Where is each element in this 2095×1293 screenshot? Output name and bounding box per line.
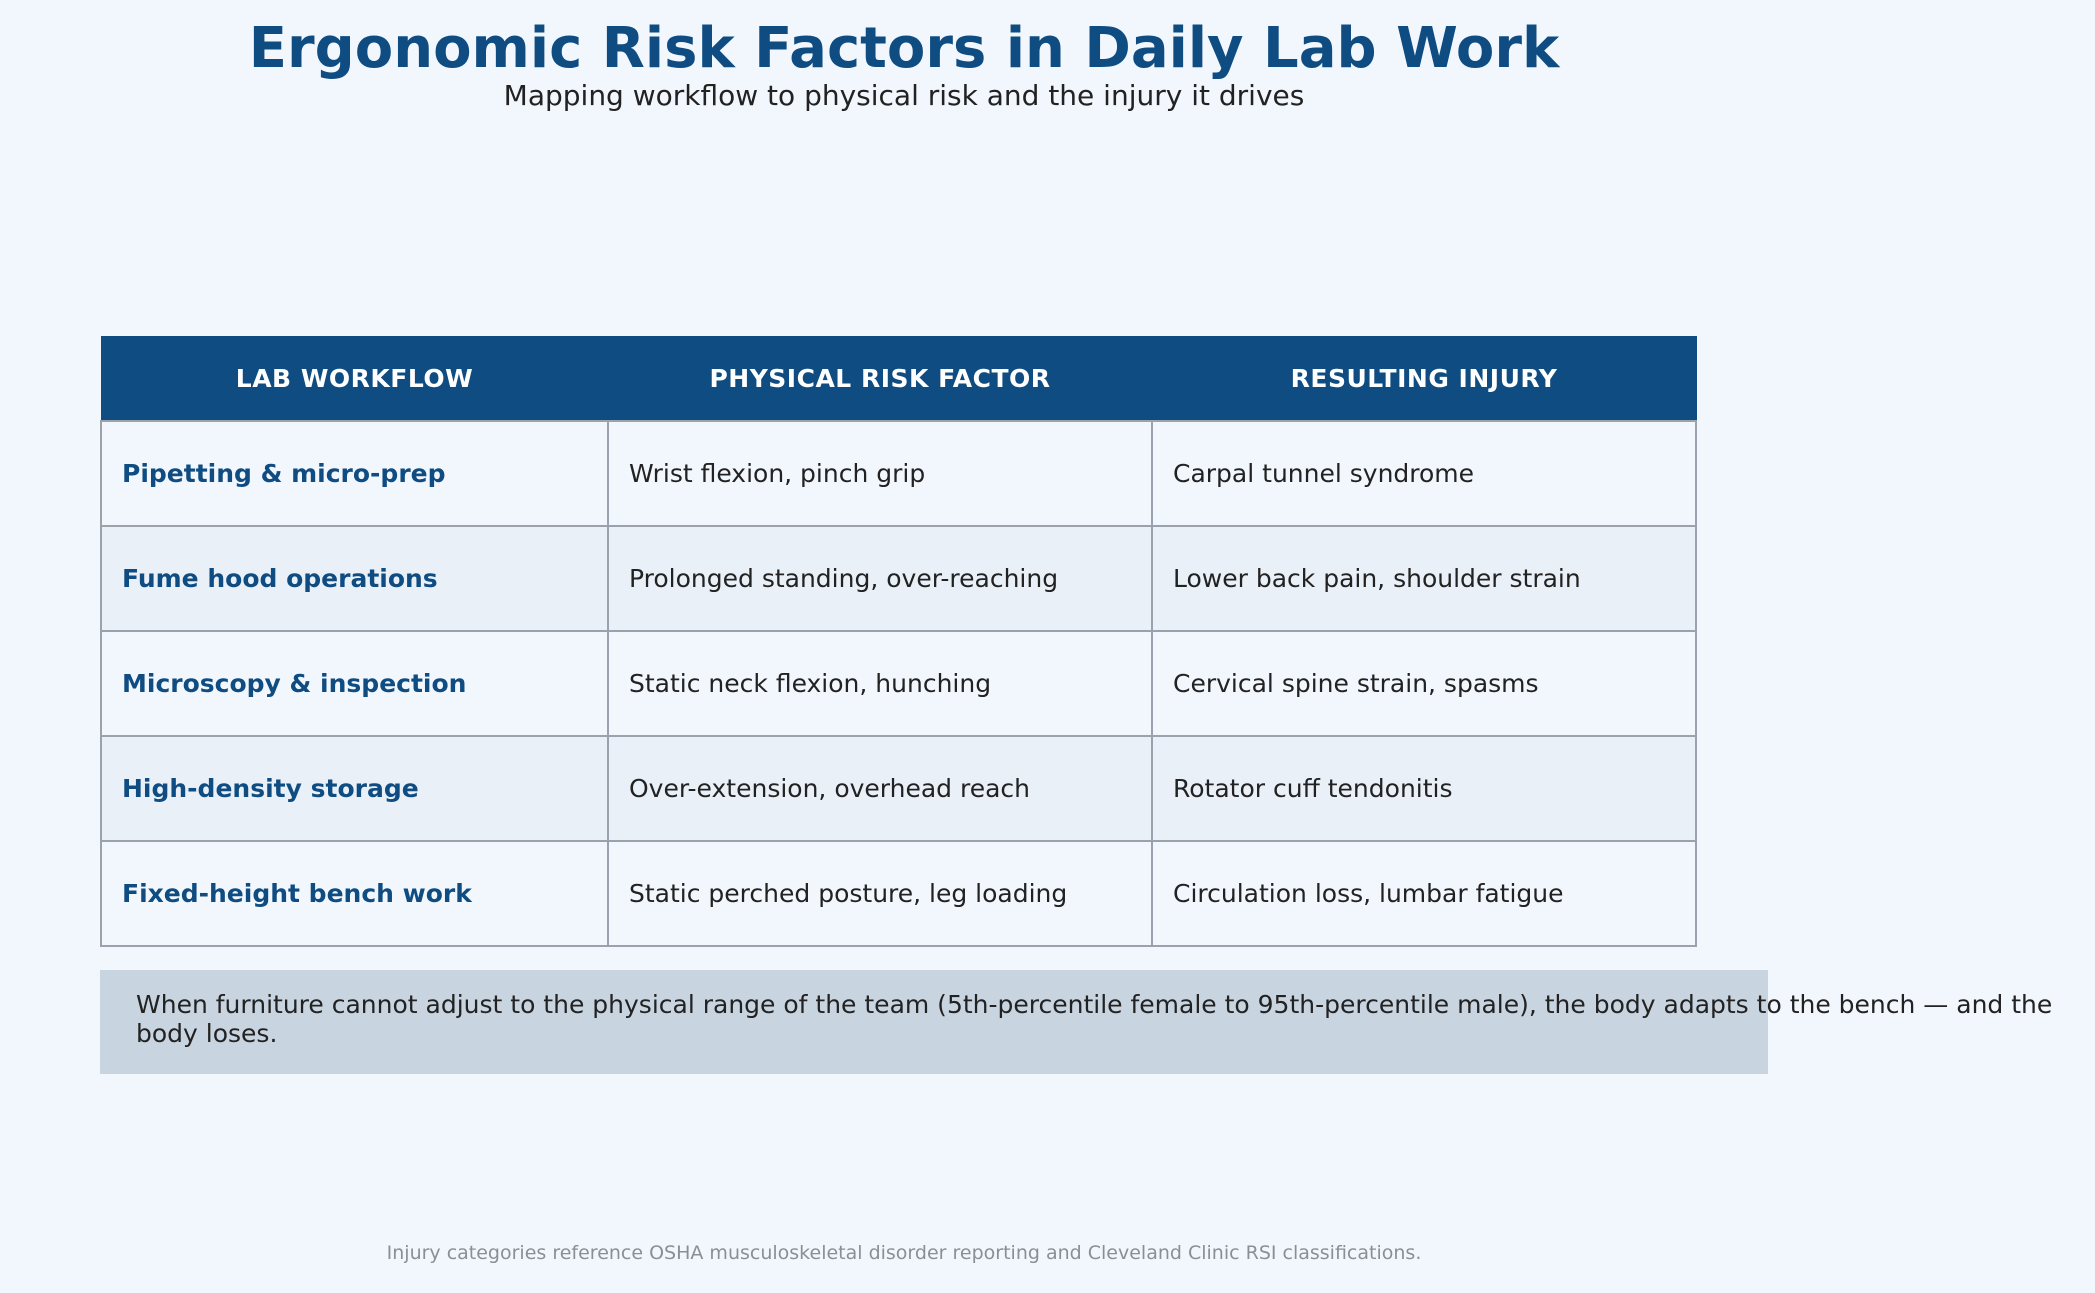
injury-cell: Cervical spine strain, spasms <box>1151 630 1697 737</box>
injury-cell: Lower back pain, shoulder strain <box>1151 525 1697 632</box>
table-header-row: LAB WORKFLOW PHYSICAL RISK FACTOR RESULT… <box>100 336 1697 422</box>
injury-cell: Circulation loss, lumbar fatigue <box>1151 840 1697 947</box>
risk-cell: Static perched posture, leg loading <box>607 840 1153 947</box>
workflow-cell: Microscopy & inspection <box>100 630 609 737</box>
page-subtitle: Mapping workflow to physical risk and th… <box>503 79 1305 112</box>
workflow-cell: Fume hood operations <box>100 525 609 632</box>
injury-cell: Carpal tunnel syndrome <box>1151 420 1697 527</box>
risk-cell: Over-extension, overhead reach <box>607 735 1153 842</box>
table-row: Fume hood operations Prolonged standing,… <box>100 525 1697 632</box>
table-row: Pipetting & micro-prep Wrist flexion, pi… <box>100 420 1697 527</box>
column-header-risk-factor: PHYSICAL RISK FACTOR <box>607 336 1153 422</box>
workflow-cell: Fixed-height bench work <box>100 840 609 947</box>
risk-table: LAB WORKFLOW PHYSICAL RISK FACTOR RESULT… <box>100 336 1697 947</box>
risk-cell: Prolonged standing, over-reaching <box>607 525 1153 632</box>
column-header-workflow: LAB WORKFLOW <box>100 336 609 422</box>
injury-cell: Rotator cuff tendonitis <box>1151 735 1697 842</box>
page-title: Ergonomic Risk Factors in Daily Lab Work <box>248 16 1560 81</box>
risk-cell: Wrist flexion, pinch grip <box>607 420 1153 527</box>
risk-cell: Static neck flexion, hunching <box>607 630 1153 737</box>
footnote: Injury categories reference OSHA musculo… <box>386 1242 1422 1264</box>
workflow-cell: Pipetting & micro-prep <box>100 420 609 527</box>
callout-box <box>100 970 1768 1074</box>
callout-text: When furniture cannot adjust to the phys… <box>136 990 2053 1048</box>
table-row: Fixed-height bench work Static perched p… <box>100 840 1697 947</box>
column-header-resulting-injury: RESULTING INJURY <box>1151 336 1697 422</box>
table-row: Microscopy & inspection Static neck flex… <box>100 630 1697 737</box>
table-row: High-density storage Over-extension, ove… <box>100 735 1697 842</box>
workflow-cell: High-density storage <box>100 735 609 842</box>
